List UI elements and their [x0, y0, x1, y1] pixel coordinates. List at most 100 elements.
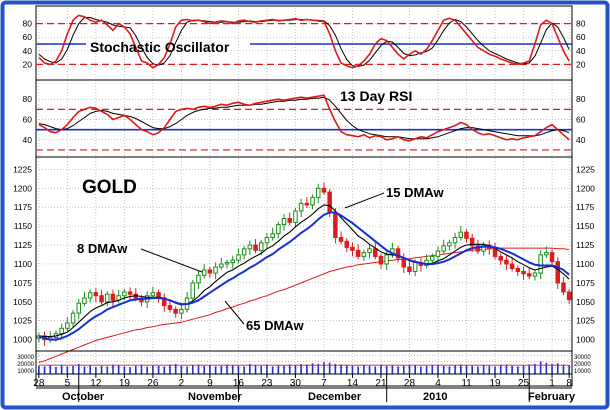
rsi-signal-line — [38, 96, 570, 140]
candle-body-87 — [532, 272, 538, 277]
ma65-pointer — [224, 300, 245, 325]
candle-body-43 — [281, 218, 287, 226]
plot-border — [35, 5, 573, 387]
candle-body-52 — [333, 212, 338, 238]
candle-body-49 — [316, 187, 321, 198]
candle-body-76 — [469, 237, 475, 247]
price-ytick-left-4: 1100 — [14, 259, 33, 269]
x-tick-label-19: 8 — [566, 378, 572, 389]
candle-body-59 — [373, 248, 378, 257]
candle-body-34 — [230, 259, 235, 264]
candle-body-78 — [481, 244, 486, 252]
volume-panel — [38, 361, 570, 374]
rsi-label: 13 Day RSI — [340, 88, 412, 104]
price-ytick-left-9: 1225 — [13, 164, 32, 174]
candle-body-40 — [264, 237, 270, 244]
candle-body-8 — [82, 297, 87, 304]
candle-body-30 — [207, 269, 213, 274]
ma65-annotation: 65 DMAw — [246, 318, 304, 333]
candle-body-7 — [76, 302, 81, 314]
stoch-ytick-right-2: 60 — [576, 32, 586, 42]
candle-body-42 — [276, 224, 281, 235]
price-ytick-right-6: 1150 — [576, 221, 595, 231]
candle-body-6 — [70, 312, 76, 324]
x-tick-label-3: 19 — [119, 378, 131, 389]
candle-body-72 — [447, 242, 452, 247]
grid — [36, 8, 572, 374]
price-ytick-left-5: 1125 — [14, 240, 33, 250]
stoch-main-line — [38, 14, 570, 69]
candle-body-90 — [549, 252, 555, 263]
candle-body-63 — [395, 248, 401, 259]
x-tick-label-5: 2 — [179, 378, 185, 389]
rsi-main-line — [38, 94, 570, 142]
stoch-ytick-right-3: 80 — [576, 19, 586, 29]
candle-body-9 — [87, 292, 93, 299]
candle-body-28 — [196, 274, 201, 284]
x-tick-label-10: 7 — [321, 378, 327, 389]
candle-body-80 — [492, 248, 498, 257]
candle-body-10 — [93, 292, 99, 297]
candle-body-75 — [464, 231, 469, 239]
x-tick-label-9: 30 — [290, 378, 302, 389]
chart-title: GOLD — [82, 177, 137, 198]
candle-body-88 — [538, 254, 543, 274]
candle-body-83 — [509, 263, 515, 269]
volume-tick-r2: 20000 — [574, 362, 591, 368]
x-tick-label-1: 5 — [65, 378, 71, 389]
candle-body-5 — [65, 322, 70, 329]
x-tick-label-13: 28 — [404, 378, 416, 389]
candle-body-82 — [504, 259, 509, 265]
candle-body-51 — [327, 191, 332, 214]
x-tick-label-8: 23 — [261, 378, 273, 389]
x-tick-label-14: 4 — [435, 378, 441, 389]
candle-body-66 — [412, 261, 418, 272]
candle-body-24 — [173, 308, 178, 314]
candle-body-65 — [407, 266, 412, 272]
candle-body-38 — [253, 244, 258, 251]
price-ytick-right-0: 1000 — [576, 335, 595, 345]
candle-body-55 — [350, 246, 355, 251]
candle-body-85 — [521, 271, 526, 275]
stochastic-label: Stochastic Oscillator — [90, 39, 230, 55]
candle-body-39 — [259, 242, 264, 251]
x-tick-label-18: 1 — [549, 378, 555, 389]
candle-body-25 — [179, 308, 184, 314]
volume-tick-r3: 10000 — [574, 369, 591, 375]
candle-body-27 — [190, 282, 195, 299]
price-ytick-left-1: 1025 — [13, 316, 32, 326]
price-ytick-right-1: 1025 — [576, 316, 595, 326]
candle-body-4 — [59, 327, 64, 335]
volume-tick-1: 30000 — [17, 355, 34, 361]
rsi-ytick-right-1: 60 — [576, 115, 586, 125]
candle-body-23 — [167, 305, 173, 310]
ma8-line — [38, 204, 570, 338]
stoch-ytick-left-2: 60 — [23, 32, 33, 42]
month-label-february: February — [528, 391, 576, 403]
stochastic-panel — [36, 14, 572, 69]
candle-body-11 — [99, 295, 104, 303]
price-ytick-right-9: 1225 — [576, 164, 595, 174]
candle-body-86 — [527, 273, 532, 277]
volume-tick-3: 10000 — [17, 369, 34, 375]
rsi-ytick-left-1: 60 — [23, 115, 33, 125]
stoch-ytick-right-0: 20 — [576, 59, 586, 69]
candle-body-16 — [127, 291, 133, 295]
candle-body-57 — [361, 252, 367, 257]
candle-body-37 — [247, 244, 253, 250]
candle-body-71 — [441, 245, 446, 252]
price-ytick-left-7: 1175 — [14, 202, 33, 212]
candle-body-47 — [304, 202, 310, 206]
x-tick-label-4: 26 — [147, 378, 159, 389]
candle-body-92 — [561, 282, 566, 293]
candle-body-60 — [378, 255, 384, 265]
candle-body-46 — [298, 202, 304, 212]
stoch-ytick-left-3: 80 — [23, 19, 33, 29]
ma15-line — [38, 211, 570, 341]
candle-body-33 — [224, 261, 230, 265]
candle-body-93 — [566, 291, 572, 301]
candle-body-84 — [515, 268, 521, 272]
ma15-annotation: 15 DMAw — [386, 185, 444, 200]
price-ytick-left-6: 1150 — [14, 221, 33, 231]
